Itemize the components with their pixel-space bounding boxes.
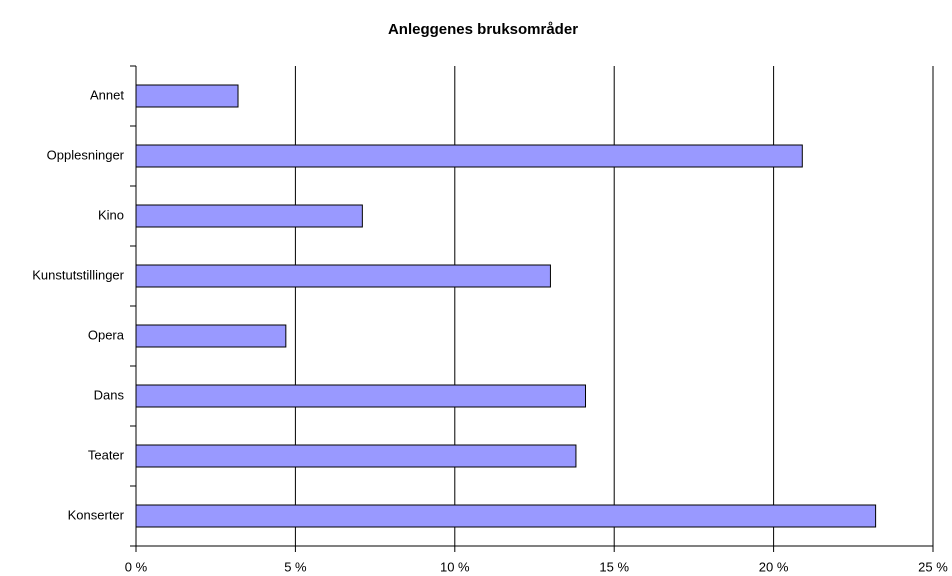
y-tick-label: Annet [90,87,124,102]
y-tick-label: Opera [88,327,125,342]
bar [135,504,877,528]
bar [135,204,363,228]
bar [135,384,587,408]
y-tick-label: Opplesninger [47,147,125,162]
chart-title: Anleggenes bruksområder [388,21,578,38]
x-tick-label: 5 % [284,559,307,574]
y-tick-label: Kino [98,207,124,222]
y-tick-label: Konserter [68,507,125,522]
bar [135,264,551,288]
x-tick-label: 25 % [918,559,948,574]
y-tick-label: Dans [94,387,125,402]
x-tick-label: 10 % [440,559,470,574]
x-tick-label: 15 % [599,559,629,574]
x-tick-label: 0 % [125,559,148,574]
x-tick-label: 20 % [759,559,789,574]
bar [135,324,287,348]
bar [135,144,803,168]
bar [135,84,239,108]
bar [135,444,577,468]
y-tick-label: Teater [88,447,125,462]
y-tick-label: Kunstutstillinger [32,267,124,282]
